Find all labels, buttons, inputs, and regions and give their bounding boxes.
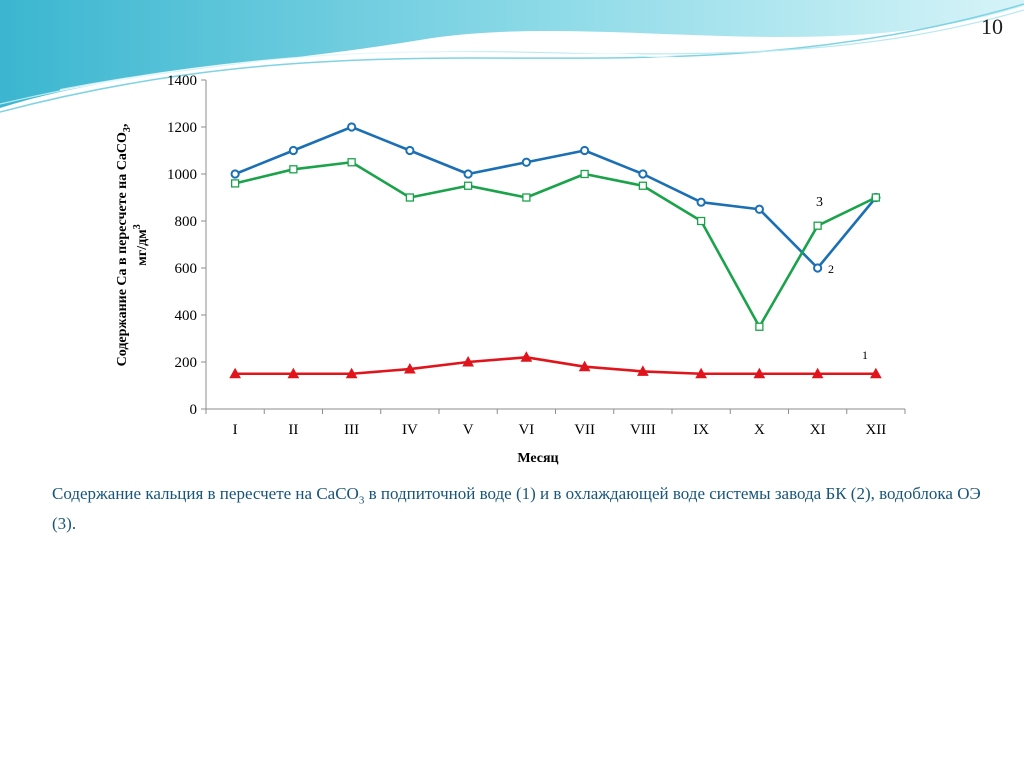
data-point — [229, 367, 241, 379]
data-point — [230, 169, 240, 179]
x-tick-label: XI — [810, 422, 826, 438]
data-point — [754, 204, 764, 214]
y-tick-label: 400 — [175, 308, 198, 324]
data-point — [347, 158, 356, 167]
series-label-3: 3 — [816, 195, 823, 210]
x-tick-label: XII — [865, 422, 886, 438]
page-number: 10 — [981, 14, 1003, 39]
y-tick-label: 1200 — [167, 120, 197, 136]
data-point — [347, 122, 357, 132]
data-point — [638, 169, 648, 179]
data-point — [463, 169, 473, 179]
data-point — [755, 322, 764, 331]
data-point — [521, 157, 531, 167]
data-point — [287, 367, 300, 379]
x-tick-label: II — [288, 422, 298, 438]
x-tick-label: I — [233, 422, 238, 438]
x-axis: I II III IV V VI VII VIII IX X XI XII — [205, 408, 906, 438]
y-axis-title: Содержание Са в пересчете на CaCO3, мг/д… — [115, 124, 150, 367]
series-layer: 1 2 3 — [229, 122, 882, 379]
data-point — [404, 363, 416, 374]
series-2 — [230, 122, 881, 273]
data-point — [462, 355, 474, 367]
x-tick-label: X — [754, 422, 765, 438]
data-point — [230, 179, 240, 188]
data-point — [695, 367, 707, 379]
data-point — [405, 145, 415, 156]
x-tick-label: IX — [693, 422, 709, 438]
series-3 — [230, 158, 881, 331]
y-tick-label: 200 — [175, 355, 198, 371]
data-point — [811, 367, 824, 379]
svg-text:мг/дм3: мг/дм3 — [132, 224, 150, 265]
data-point — [696, 197, 706, 207]
figure-caption: Содержание кальция в пересчете на CaCO3 … — [52, 482, 982, 535]
data-point — [871, 193, 881, 202]
y-axis-title-comma: , — [115, 124, 130, 128]
x-tick-label: V — [463, 422, 474, 438]
y-axis: 0 200 400 600 800 1000 1200 1400 — [167, 73, 207, 418]
y-tick-label: 1000 — [167, 167, 197, 183]
data-point — [520, 351, 533, 362]
x-tick-label: VII — [574, 422, 595, 438]
series-line-2 — [234, 125, 877, 270]
data-point — [578, 360, 591, 372]
data-point — [813, 263, 823, 273]
y-tick-label: 600 — [175, 261, 198, 277]
series-line-3 — [234, 160, 877, 329]
y-tick-label: 1400 — [167, 73, 197, 89]
y-axis-title-line1: Содержание Са в пересчете на CaCO — [115, 132, 130, 366]
series-label-1: 1 — [862, 348, 868, 362]
x-axis-title: Месяц — [517, 451, 558, 466]
x-tick-label: VIII — [630, 422, 656, 438]
data-point — [813, 221, 822, 230]
svg-text:Содержание Са в пересчете на C: Содержание Са в пересчете на CaCO3, — [115, 124, 133, 367]
x-tick-label: III — [344, 422, 359, 438]
caption-part1: Содержание кальция в пересчете на CaCO — [52, 484, 359, 503]
y-axis-title-line2: мг/дм — [135, 229, 150, 266]
data-point — [696, 216, 706, 226]
data-point — [870, 367, 882, 379]
series-label-2: 2 — [828, 262, 834, 276]
data-point — [580, 145, 590, 156]
caption-subscript: 3 — [358, 494, 365, 507]
data-point — [288, 145, 298, 156]
data-point — [753, 367, 766, 379]
data-point — [463, 181, 473, 190]
data-point — [289, 165, 298, 174]
data-point — [522, 193, 531, 202]
y-axis-title-superscript: 3 — [132, 224, 143, 229]
data-point — [580, 169, 589, 179]
series-line-1 — [235, 355, 876, 376]
y-axis-title-subscript: 3 — [122, 127, 133, 132]
data-point — [637, 365, 649, 376]
y-tick-label: 800 — [175, 214, 198, 230]
header-wave-decoration — [0, 0, 1024, 113]
x-tick-label: VI — [518, 422, 534, 438]
y-tick-label: 0 — [190, 402, 198, 418]
x-tick-label: IV — [402, 422, 418, 438]
data-point — [638, 181, 648, 190]
data-point — [405, 193, 415, 202]
caption-part2: в подпиточной воде (1) и в охлаждающей в… — [52, 484, 981, 534]
data-point — [345, 367, 358, 379]
series-1 — [229, 351, 882, 379]
